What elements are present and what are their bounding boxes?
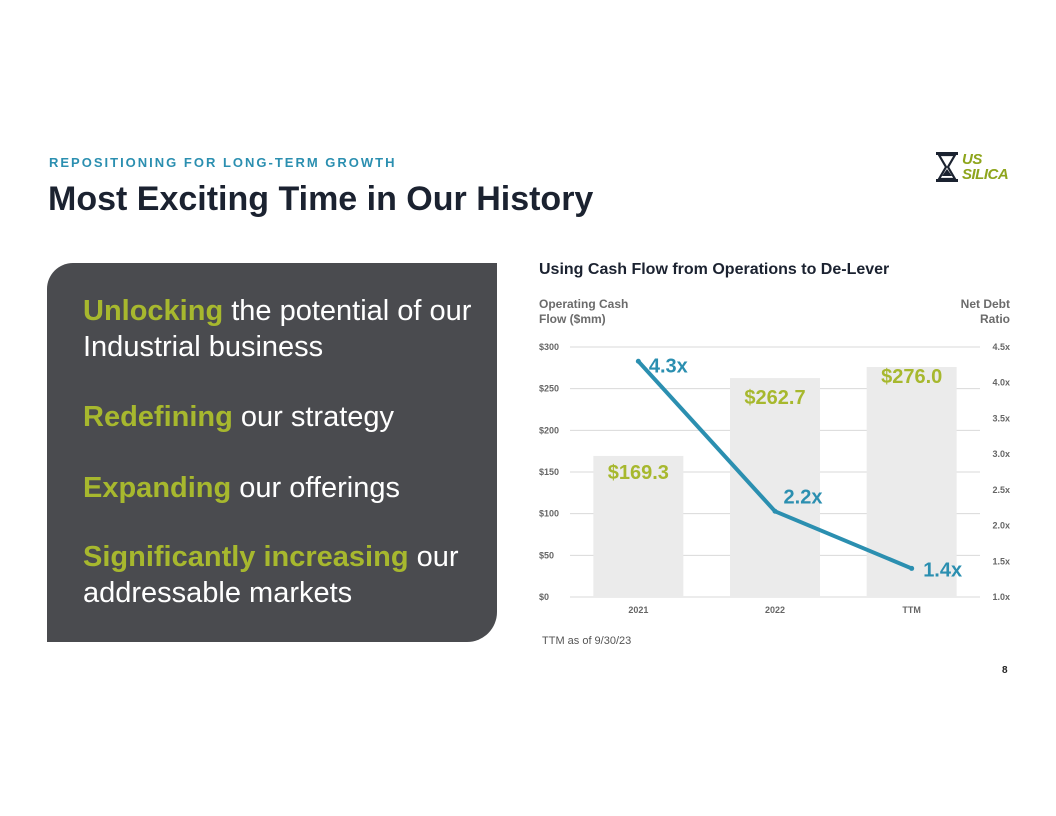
right-tick-label: 3.5x: [992, 413, 1010, 423]
point-redefining: Redefining our strategy: [83, 401, 395, 433]
bar-value-label: $169.3: [608, 462, 669, 484]
line-value-label: 1.4x: [923, 559, 962, 581]
bar-value-label: $262.7: [744, 387, 805, 409]
hourglass-icon: [936, 152, 958, 182]
us-silica-logo: [936, 152, 958, 182]
chart-title: Using Cash Flow from Operations to De-Le…: [539, 261, 890, 278]
category-label: 2021: [628, 605, 648, 615]
bar-value-label: $276.0: [881, 366, 942, 388]
logo-wordmark: US SILICA: [962, 151, 1009, 183]
page-title: Most Exciting Time in Our History: [48, 180, 594, 218]
line-value-label: 2.2x: [784, 486, 823, 508]
left-axis-label: Operating Cash Flow ($mm): [539, 297, 629, 326]
point-increasing: Significantly increasing our addressable…: [83, 541, 459, 609]
left-tick-label: $200: [539, 425, 559, 435]
right-axis-label: Net Debt Ratio: [960, 297, 1010, 326]
footnote: TTM as of 9/30/23: [542, 635, 632, 647]
point-unlocking: Unlocking the potential of our Industria…: [83, 295, 472, 363]
highlights-panel: Unlocking the potential of our Industria…: [47, 263, 497, 642]
left-tick-label: $300: [539, 342, 559, 352]
category-label: TTM: [902, 605, 921, 615]
line-point: [772, 508, 778, 514]
right-tick-label: 2.0x: [992, 521, 1010, 531]
left-tick-label: $150: [539, 467, 559, 477]
bar: [866, 367, 957, 597]
category-label: 2022: [765, 605, 785, 615]
page-number: 8: [1002, 665, 1008, 676]
bar: [730, 378, 820, 597]
left-tick-label: $100: [539, 509, 559, 519]
right-tick-label: 1.5x: [992, 556, 1010, 566]
eyebrow: REPOSITIONING FOR LONG-TERM GROWTH: [49, 155, 397, 170]
line-point: [635, 358, 641, 364]
chart-plot: $0 $50 $100 $150 $200 $250 $300 1.0x 1.5x 2.0x 2.5…: [539, 342, 1010, 615]
right-tick-label: 4.5x: [992, 342, 1010, 352]
point-expanding: Expanding our offerings: [83, 472, 400, 504]
bar: [593, 455, 684, 597]
cash-flow-chart: Using Cash Flow from Operations to De-Le…: [530, 255, 1030, 675]
line-value-label: 4.3x: [649, 355, 688, 377]
right-tick-label: 2.5x: [992, 485, 1010, 495]
right-tick-label: 1.0x: [992, 592, 1010, 602]
right-tick-label: 3.0x: [992, 449, 1010, 459]
line-point: [909, 565, 915, 571]
left-tick-label: $250: [539, 384, 559, 394]
left-tick-label: $50: [539, 550, 554, 560]
right-tick-label: 4.0x: [992, 378, 1010, 388]
left-tick-label: $0: [539, 592, 549, 602]
